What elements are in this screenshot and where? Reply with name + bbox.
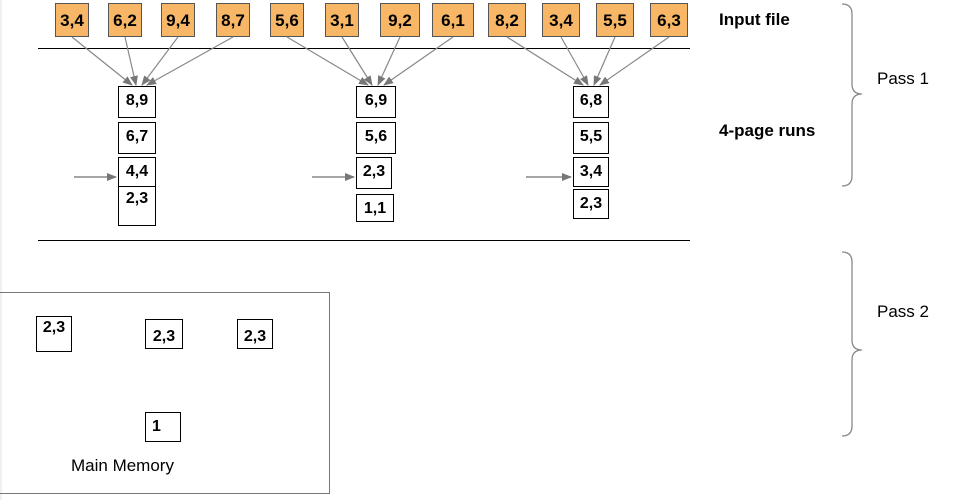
input-page: 9,2 <box>380 3 420 37</box>
merge-arrow <box>377 36 401 86</box>
input-page: 5,5 <box>596 3 634 37</box>
pass2-brace <box>841 251 863 437</box>
merge-arrow <box>141 36 179 86</box>
runs-label: 4-page runs <box>719 121 816 140</box>
input-page: 6,1 <box>432 3 474 37</box>
run-page: 5,5 <box>573 122 609 154</box>
input-page: 3,4 <box>55 3 89 37</box>
run-page: 2,3 <box>356 157 392 189</box>
pass1-label: Pass 1 <box>877 69 929 88</box>
merge-arrow <box>124 36 138 86</box>
merge-arrow <box>383 36 454 86</box>
merge-arrows <box>71 36 670 86</box>
merge-arrow <box>599 36 670 86</box>
run-page: 8,9 <box>118 86 156 118</box>
input-page: 6,3 <box>650 3 688 37</box>
run-page: 5,6 <box>356 122 396 154</box>
run-page: 6,7 <box>118 122 156 154</box>
merge-arrow <box>71 36 133 86</box>
run-page: 1,1 <box>356 194 394 222</box>
bottom-divider <box>38 240 690 241</box>
left-edge <box>0 0 2 500</box>
input-page: 3,4 <box>542 3 580 37</box>
input-page: 8,2 <box>488 3 526 37</box>
memory-output-buffer: 1 <box>145 412 181 442</box>
input-file-label: Input file <box>719 10 790 29</box>
run-page: 2,3 <box>118 186 156 226</box>
run-page: 2,3 <box>573 189 609 219</box>
main-memory-frame <box>0 292 330 494</box>
merge-arrow <box>146 36 234 86</box>
memory-input-buffer: 2,3 <box>237 319 273 349</box>
input-page: 6,2 <box>108 3 142 37</box>
top-divider <box>38 48 690 49</box>
merge-arrow <box>341 36 373 86</box>
memory-input-buffer: 2,3 <box>145 319 183 349</box>
input-page: 9,4 <box>161 3 195 37</box>
merge-arrow <box>560 36 589 86</box>
input-page: 3,1 <box>325 3 359 37</box>
main-memory-label: Main Memory <box>71 456 174 475</box>
input-page: 5,6 <box>270 3 304 37</box>
memory-input-buffer: 2,3 <box>36 316 72 352</box>
merge-arrow <box>286 36 369 86</box>
pass1-brace <box>841 3 863 187</box>
input-page: 8,7 <box>216 3 250 37</box>
pass2-label: Pass 2 <box>877 302 929 321</box>
run-page: 3,4 <box>573 157 609 187</box>
run-page: 6,8 <box>573 86 609 118</box>
merge-arrow <box>506 36 584 86</box>
run-page: 6,9 <box>356 86 396 118</box>
merge-arrow <box>593 36 616 86</box>
